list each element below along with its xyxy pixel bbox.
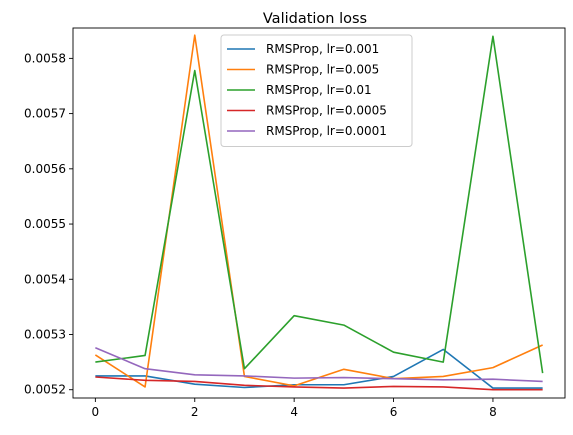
legend-label: RMSProp, lr=0.0005	[266, 104, 387, 118]
y-tick-label: 0.0057	[24, 107, 66, 121]
x-tick-label: 2	[191, 405, 199, 419]
y-axis: 0.0052 0.0053 0.0054 0.0055 0.0056 0.0057 0.00…	[24, 51, 73, 396]
series-line-0	[95, 349, 542, 388]
x-axis: 0 2 4 6 8	[92, 398, 497, 419]
y-tick-label: 0.0054	[24, 272, 66, 286]
series-line-4	[95, 348, 542, 382]
legend-label: RMSProp, lr=0.001	[266, 42, 379, 56]
legend-label: RMSProp, lr=0.01	[266, 83, 372, 97]
x-tick-label: 0	[92, 405, 100, 419]
legend-label: RMSProp, lr=0.005	[266, 63, 379, 77]
legend-label: RMSProp, lr=0.0001	[266, 124, 387, 138]
y-tick-label: 0.0055	[24, 217, 66, 231]
y-tick-label: 0.0052	[24, 383, 66, 397]
y-tick-label: 0.0058	[24, 51, 66, 65]
legend: RMSProp, lr=0.001 RMSProp, lr=0.005 RMSPro…	[221, 35, 412, 147]
x-tick-label: 6	[390, 405, 398, 419]
y-tick-label: 0.0053	[24, 327, 66, 341]
chart-title: Validation loss	[263, 11, 367, 27]
y-tick-label: 0.0056	[24, 162, 66, 176]
x-tick-label: 8	[489, 405, 497, 419]
x-tick-label: 4	[290, 405, 298, 419]
